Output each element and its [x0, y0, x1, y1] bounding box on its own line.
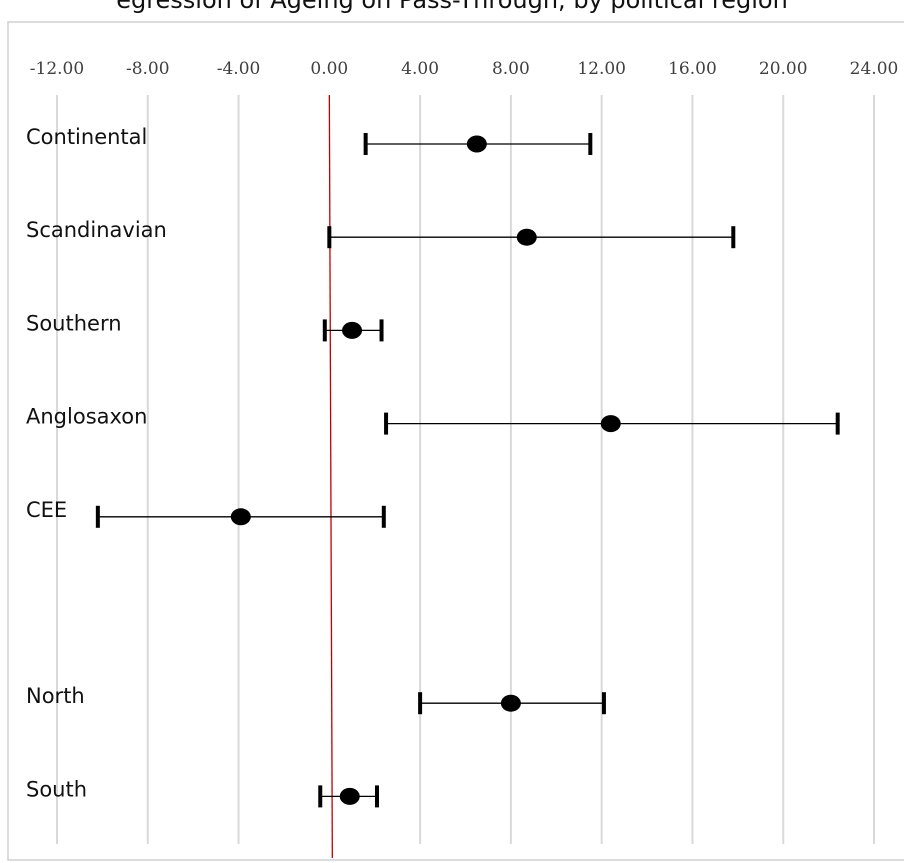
category-label: Continental [26, 125, 147, 149]
grid-lines [56, 95, 875, 844]
x-tick-label: 8.00 [492, 59, 530, 79]
plot-frame [7, 21, 904, 861]
reference-line [328, 94, 333, 859]
category-labels: Continental Scandinavian Southern Anglosaxo… [26, 125, 167, 801]
point-estimate [516, 228, 537, 246]
x-axis-ticks: -12.00 -8.00 -4.00 0.00 4.00 8.00 12.00 16.00 20… [30, 59, 899, 79]
point-estimate [339, 787, 360, 805]
x-tick-label: -8.00 [126, 59, 170, 79]
point-estimate [230, 508, 251, 526]
x-tick-label: 24.00 [850, 59, 899, 79]
x-tick-label: 4.00 [401, 59, 439, 79]
point-estimate [466, 135, 487, 153]
point-estimate [500, 694, 521, 712]
point-estimates [230, 135, 621, 805]
point-estimate [342, 321, 363, 339]
chart-title: egression of Ageing on Pass-Through, by … [116, 0, 788, 14]
category-label: Scandinavian [26, 218, 167, 242]
category-label: Southern [26, 311, 122, 335]
point-estimate [600, 415, 621, 433]
category-label: Anglosaxon [26, 405, 147, 429]
x-tick-label: -12.00 [30, 59, 84, 79]
x-tick-label: 16.00 [668, 59, 717, 79]
category-label: North [26, 684, 85, 708]
category-label: CEE [26, 498, 67, 522]
confidence-intervals [95, 133, 840, 808]
x-tick-label: 20.00 [759, 59, 808, 79]
x-tick-label: -4.00 [217, 59, 261, 79]
category-label: South [26, 777, 87, 801]
x-tick-label: 12.00 [577, 59, 626, 79]
reference-line-group [328, 94, 333, 859]
x-tick-label: 0.00 [310, 59, 348, 79]
